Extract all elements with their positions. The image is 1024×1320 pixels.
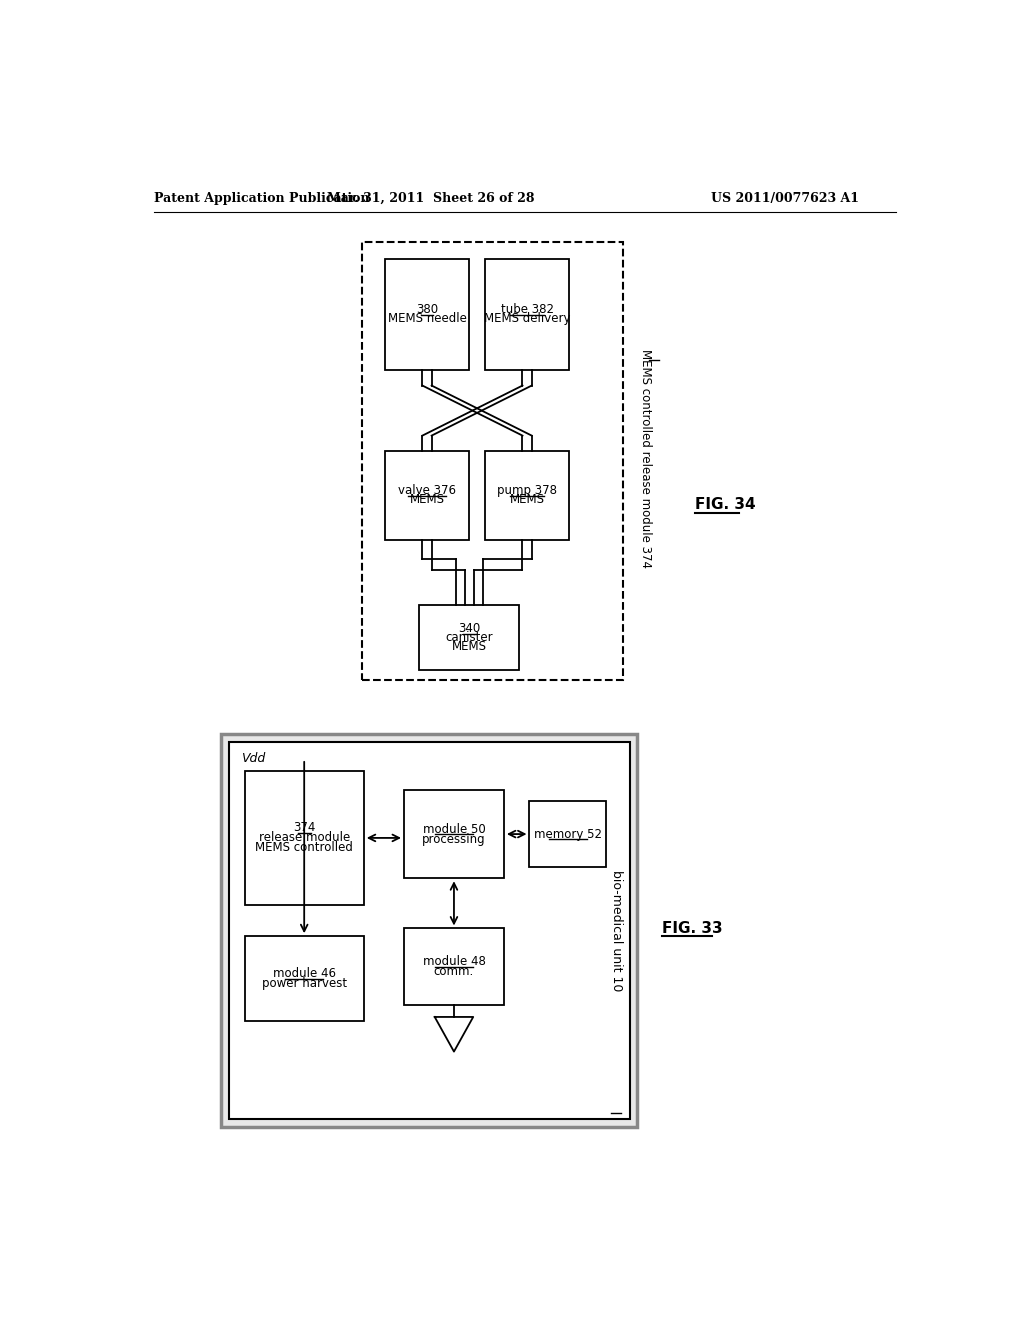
Bar — [385, 451, 469, 540]
Text: canister: canister — [445, 631, 494, 644]
Text: 374: 374 — [293, 821, 315, 834]
Text: release module: release module — [259, 832, 350, 845]
Text: valve 376: valve 376 — [398, 484, 456, 498]
Bar — [484, 259, 569, 370]
Text: MEMS: MEMS — [510, 494, 545, 507]
Text: module 50: module 50 — [423, 822, 485, 836]
Text: FIG. 33: FIG. 33 — [662, 921, 723, 936]
Bar — [403, 789, 504, 878]
Text: power harvest: power harvest — [262, 977, 347, 990]
Text: memory 52: memory 52 — [534, 828, 602, 841]
Text: tube 382: tube 382 — [501, 304, 554, 317]
Bar — [229, 742, 630, 1119]
Text: US 2011/0077623 A1: US 2011/0077623 A1 — [711, 191, 859, 205]
Bar — [221, 734, 637, 1127]
Bar — [403, 928, 504, 1006]
Text: processing: processing — [422, 833, 485, 846]
Bar — [419, 605, 519, 671]
Text: bio-medical unit 10: bio-medical unit 10 — [610, 870, 624, 991]
Text: 340: 340 — [458, 622, 480, 635]
Text: MEMS controlled: MEMS controlled — [255, 841, 353, 854]
Text: comm.: comm. — [434, 965, 474, 978]
Text: MEMS controlled release module 374: MEMS controlled release module 374 — [639, 350, 651, 568]
Text: Vdd: Vdd — [241, 752, 265, 766]
Text: module 48: module 48 — [423, 956, 485, 969]
Bar — [529, 801, 606, 867]
Text: module 46: module 46 — [272, 968, 336, 979]
Text: FIG. 34: FIG. 34 — [695, 498, 756, 512]
Text: MEMS needle: MEMS needle — [387, 313, 467, 326]
Text: MEMS: MEMS — [452, 640, 486, 653]
Text: Patent Application Publication: Patent Application Publication — [154, 191, 370, 205]
Text: pump 378: pump 378 — [497, 484, 557, 498]
Text: MEMS delivery: MEMS delivery — [484, 313, 570, 326]
Bar — [245, 936, 364, 1020]
Bar — [245, 771, 364, 906]
Bar — [385, 259, 469, 370]
Text: 380: 380 — [416, 304, 438, 317]
Text: Mar. 31, 2011  Sheet 26 of 28: Mar. 31, 2011 Sheet 26 of 28 — [327, 191, 535, 205]
Bar — [361, 242, 624, 681]
Bar — [484, 451, 569, 540]
Text: MEMS: MEMS — [410, 494, 444, 507]
